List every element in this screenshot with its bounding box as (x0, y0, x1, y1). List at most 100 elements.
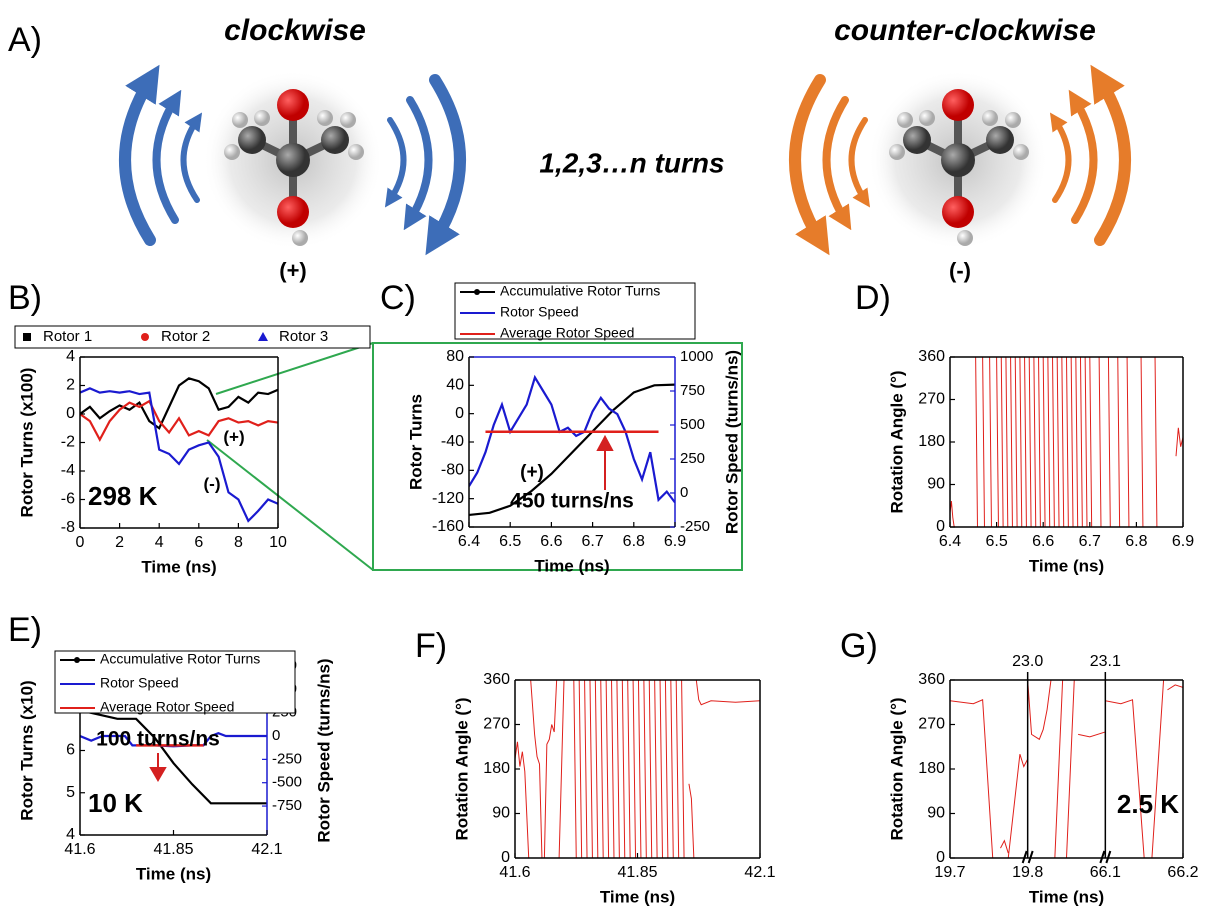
x-tick-label: 4 (155, 534, 164, 551)
y-tick-label: 40 (446, 377, 464, 394)
legend-marker (141, 333, 149, 341)
x-axis-label: Time (ns) (141, 557, 216, 576)
x-tick-label: 0 (76, 534, 85, 551)
panel-label: D) (855, 279, 891, 317)
x-tick-label: 42.1 (251, 841, 282, 858)
y-axis-label: Rotor Turns (x100) (17, 368, 36, 518)
annotation: (+) (520, 462, 544, 483)
x-tick-label: 6.5 (985, 533, 1007, 550)
series-line (950, 680, 1183, 858)
legend-label: Rotor 1 (43, 328, 92, 345)
series-line (469, 374, 675, 504)
panel-label: C) (380, 279, 416, 317)
y-axis-label: Rotation Angle (°) (887, 697, 906, 840)
annotation: 100 turns/ns (96, 728, 220, 751)
y2-tick-label: 1000 (680, 348, 713, 365)
legend-label: Accumulative Rotor Turns (500, 283, 660, 299)
y-tick-label: -80 (441, 462, 464, 479)
x-tick-label: 6.8 (623, 533, 645, 550)
y-tick-label: 4 (66, 826, 75, 843)
legend-box (14, 325, 371, 349)
y-tick-label: 360 (483, 671, 510, 688)
y2-tick-label: -750 (272, 797, 302, 814)
y-tick-label: 90 (927, 805, 945, 822)
series-line (950, 357, 1183, 527)
sign: (-) (949, 258, 971, 283)
y-axis-label: Rotor Turns (406, 394, 425, 490)
legend-marker (23, 333, 31, 341)
y-tick-label: 90 (927, 476, 945, 493)
series-line (80, 377, 278, 430)
y2-tick-label: 0 (680, 484, 688, 501)
title: counter-clockwise (834, 14, 1096, 47)
y2-tick-label: 750 (680, 382, 705, 399)
legend-label: Average Rotor Speed (500, 325, 634, 341)
x-tick-label: 6.9 (664, 533, 686, 550)
y2-tick-label: 500 (680, 416, 705, 433)
y-tick-label: -40 (441, 433, 464, 450)
y-tick-label: 4 (66, 348, 75, 365)
legend-label: Rotor 3 (279, 328, 328, 345)
y-tick-label: 6 (66, 742, 75, 759)
x-tick-label: 6.4 (458, 533, 480, 550)
x-tick-label: 6.7 (581, 533, 603, 550)
x-tick-label: 41.6 (64, 841, 95, 858)
x-tick-label: 6.7 (1079, 533, 1101, 550)
y-tick-label: 0 (936, 518, 945, 535)
series-line (80, 387, 278, 523)
y-tick-label: 180 (918, 433, 945, 450)
y2-tick-label: -250 (680, 518, 710, 535)
arrows (789, 64, 1131, 256)
top-tick-label: 23.1 (1090, 653, 1121, 670)
y-tick-label: -2 (61, 434, 75, 451)
x-tick-label: 19.8 (1012, 864, 1043, 881)
x-axis-label: Time (ns) (136, 864, 211, 883)
y2-axis-label: Rotor Speed (turns/ns) (314, 658, 333, 842)
y-tick-label: 180 (483, 760, 510, 777)
y-tick-label: 270 (918, 716, 945, 733)
axis-break (1099, 850, 1112, 864)
y-axis-label: Rotation Angle (°) (452, 697, 471, 840)
x-tick-label: 41.85 (153, 841, 193, 858)
y-tick-label: -160 (432, 518, 464, 535)
y2-tick-label: -250 (272, 750, 302, 767)
legend-label: Rotor Speed (100, 675, 179, 691)
legend-label: Accumulative Rotor Turns (100, 651, 260, 667)
x-tick-label: 6.9 (1172, 533, 1194, 550)
legend-marker (258, 332, 268, 341)
y2-tick-label: 250 (680, 450, 705, 467)
panel-label: B) (8, 279, 42, 317)
y-tick-label: 80 (446, 348, 464, 365)
x-tick-label: 19.7 (934, 864, 965, 881)
chart: C) -160 -120 -80 -40 0 40 80 -250 0 250 500 750 1000 6… (380, 279, 741, 576)
panel-label: E) (8, 611, 42, 649)
chart: F) 0 90 180 270 360 41.6 41.85 42.1 Time (ns) Rota… (415, 627, 776, 907)
chart: D) 0 90 180 270 360 6.4 6.5 6.6 6.7 6.8 6.9 Time (ns… (855, 279, 1194, 576)
center-text: 1,2,3…n turns (539, 147, 724, 178)
y-tick-label: -6 (61, 491, 75, 508)
arrows (149, 434, 614, 782)
x-axis-label: Time (ns) (1029, 556, 1104, 575)
panel-a: A) clockwise counter-clockwise 1,2,3…n t… (8, 14, 1131, 283)
x-tick-label: 8 (234, 534, 243, 551)
panel-label: G) (840, 627, 878, 665)
y-tick-label: -8 (61, 519, 75, 536)
panel-label: F) (415, 627, 447, 665)
chart: E)45678-750-500-250025050075041.641.8542… (8, 611, 333, 884)
x-tick-label: 41.6 (499, 864, 530, 881)
x-tick-label: 10 (269, 534, 287, 551)
axis-break (1021, 850, 1034, 864)
y2-tick-label: 0 (272, 727, 280, 744)
panel-label: A) (8, 21, 42, 59)
y2-axis-label: Rotor Speed (turns/ns) (722, 350, 741, 534)
y2-tick-label: -500 (272, 774, 302, 791)
legend-label: Average Rotor Speed (100, 699, 234, 715)
y-axis-label: Rotation Angle (°) (887, 370, 906, 513)
y-tick-label: 90 (492, 805, 510, 822)
chart: B) -8 -6 -4 -2 0 2 4 0 2 4 6 8 10 Time (ns) Rotor Turns… (8, 279, 371, 576)
annotation: (-) (204, 474, 221, 493)
y-tick-label: -4 (61, 462, 75, 479)
y-tick-label: -120 (432, 490, 464, 507)
x-tick-label: 41.85 (617, 864, 657, 881)
